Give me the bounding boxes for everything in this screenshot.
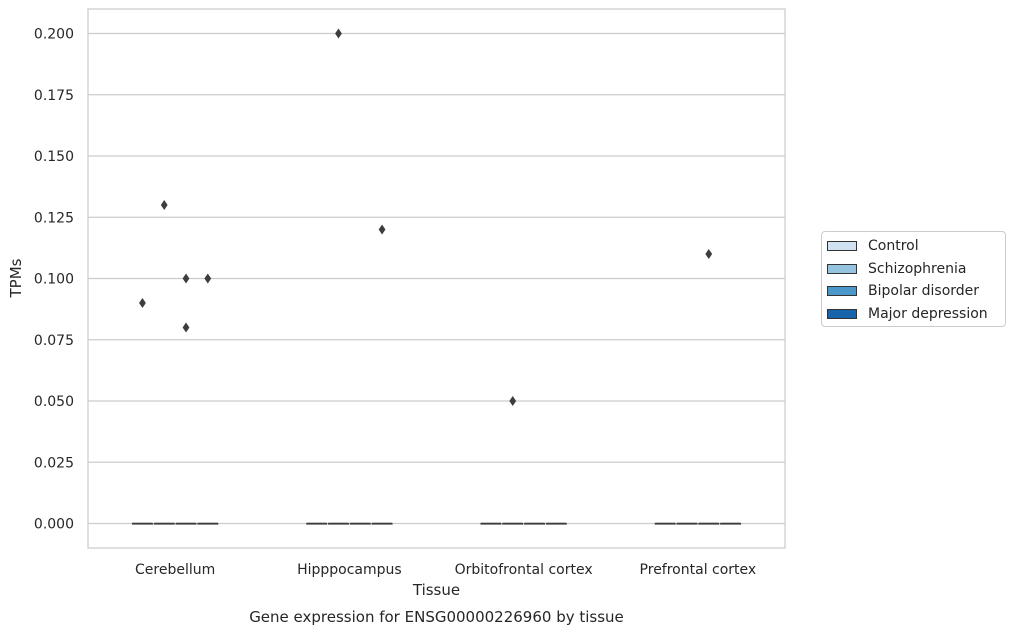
- y-axis-label: TPMs: [7, 258, 25, 298]
- y-tick-label: 0.075: [34, 333, 74, 349]
- y-tick-labels: 0.000 0.025 0.050 0.075 0.100 0.125 0.150 0.175…: [34, 27, 74, 533]
- y-tick-label: 0.000: [34, 517, 74, 533]
- y-tick-label: 0.175: [34, 88, 74, 104]
- legend-label: Bipolar disorder: [868, 283, 980, 300]
- y-tick-label: 0.200: [34, 27, 74, 43]
- outlier-point: [139, 298, 146, 308]
- x-tick-label: Hipppocampus: [297, 562, 402, 578]
- outlier-point: [182, 273, 190, 284]
- x-tick-labels: Cerebellum Hipppocampus Orbitofrontal cort…: [135, 562, 756, 578]
- x-tick-label: Orbitofrontal cortex: [455, 562, 593, 578]
- y-tick-label: 0.150: [34, 149, 74, 165]
- legend-item-control: Control: [827, 235, 1005, 258]
- legend-label: Control: [868, 238, 919, 255]
- x-tick-label: Prefrontal cortex: [640, 562, 757, 578]
- y-tick-label: 0.050: [34, 394, 74, 410]
- outlier-points: [139, 28, 713, 406]
- x-axis-label: Tissue: [412, 581, 460, 599]
- y-tick-label: 0.025: [34, 455, 74, 471]
- legend-item-schizophrenia: Schizophrenia: [827, 258, 1005, 281]
- legend-item-major-depression: Major depression: [827, 303, 1005, 326]
- x-tick-label: Cerebellum: [135, 562, 215, 578]
- legend-item-bipolar-disorder: Bipolar disorder: [827, 280, 1005, 303]
- legend-swatch-schizophrenia: [827, 263, 857, 274]
- plot-area-frame: [87, 8, 786, 549]
- box-groups: [131, 522, 742, 525]
- chart-caption: Gene expression for ENSG00000226960 by t…: [249, 608, 624, 626]
- y-tick-label: 0.100: [34, 272, 74, 288]
- outlier-point: [182, 322, 190, 333]
- y-tick-label: 0.125: [34, 210, 74, 226]
- outlier-point: [705, 249, 713, 259]
- legend-swatch-major-depression: [827, 308, 857, 319]
- legend-label: Schizophrenia: [868, 260, 967, 277]
- legend-label: Major depression: [868, 305, 988, 322]
- outlier-point: [335, 28, 342, 39]
- legend-swatch-control: [827, 241, 857, 252]
- outlier-point: [204, 273, 212, 284]
- outlier-point: [160, 200, 168, 210]
- outlier-point: [378, 224, 386, 235]
- legend-swatch-bipolar-disorder: [827, 286, 857, 297]
- legend: Control Schizophrenia Bipolar disorder M…: [821, 231, 1006, 327]
- outlier-point: [509, 396, 517, 406]
- grid-lines: [88, 32, 785, 525]
